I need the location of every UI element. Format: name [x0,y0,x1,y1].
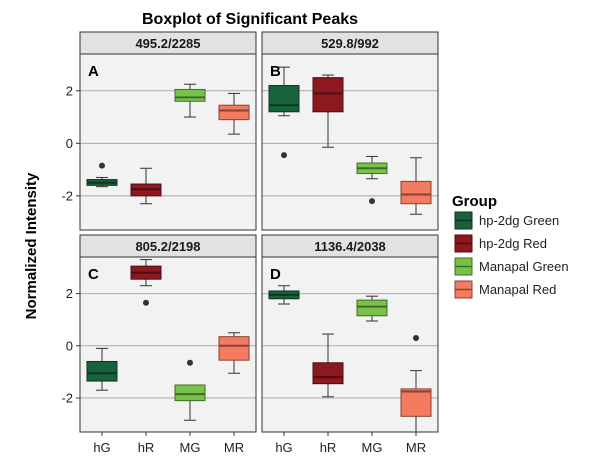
box-iqr [312,77,344,113]
panel-grid: 495.2/2285 A -2 0 2 529.8/992 B 805.2/2198 C -2 0 2… [61,31,439,433]
x-tick-label: MR [224,440,244,455]
outlier-point [413,334,419,341]
x-tick-label: hG [93,440,110,455]
y-tick-label: 2 [66,83,73,98]
box-hG [86,347,118,391]
box-MR [218,332,250,374]
panel-strip-label: 529.8/992 [321,36,379,51]
box-iqr [218,104,250,121]
x-tick-label: MR [406,440,426,455]
y-tick-label: -2 [61,391,73,406]
box-iqr [356,299,388,317]
box-hR [130,259,162,306]
box-hG [268,66,300,159]
box-iqr [268,85,300,113]
panel-tag: C [88,266,99,283]
y-tick-label: 2 [66,286,73,301]
legend-label: Manapal Red [479,282,556,297]
box-iqr [86,360,118,382]
x-tick-label: hR [320,440,337,455]
outlier-point [369,198,375,205]
legend-label: Manapal Green [479,259,569,274]
panel-tag: B [270,63,281,80]
box-MG [356,295,388,322]
box-iqr [174,384,206,402]
x-tick-label: hR [138,440,155,455]
legend: Group hp-2dg Green hp-2dg Red Manapal Gree… [452,193,569,299]
legend-title: Group [452,193,497,210]
chart-title: Boxplot of Significant Peaks [142,11,358,28]
outlier-point [99,162,105,169]
box-hR [312,74,344,148]
box-MR [400,157,432,215]
x-tick-label: MG [362,440,383,455]
y-tick-label: 0 [66,338,73,353]
box-iqr [218,336,250,361]
panel-border [261,53,439,231]
panel-border [79,53,257,231]
box-MG [174,359,206,421]
outlier-point [187,359,193,366]
box-MG [174,83,206,118]
panel-d: 1136.4/2038 D [261,234,439,433]
panel-border [79,256,257,433]
x-tick-label: hG [275,440,292,455]
panel-strip-label: 1136.4/2038 [314,239,386,254]
outlier-point [143,299,149,306]
panel-background [80,54,256,230]
box-hR [130,167,162,205]
panel-tag: D [270,266,281,283]
box-MG [356,155,388,205]
box-iqr [400,388,432,417]
panel-tag: A [88,63,99,80]
y-tick-label: 0 [66,136,73,151]
box-iqr [312,362,344,385]
box-iqr [400,180,432,205]
box-hR [312,333,344,398]
panel-b: 529.8/992 B [261,31,439,231]
panel-border [261,256,439,433]
box-iqr [174,88,206,102]
box-hG [268,285,300,305]
box-MR [218,92,250,135]
box-MR [400,334,432,433]
panel-c: 805.2/2198 C -2 0 2 [61,234,257,433]
y-axis-label: Normalized Intensity [23,172,40,319]
x-axis: hG hR MG MR hG hR MG MR [93,432,426,455]
legend-label: hp-2dg Red [479,236,547,251]
outlier-point [281,152,287,159]
panel-strip-label: 805.2/2198 [135,239,200,254]
panel-a: 495.2/2285 A -2 0 2 [61,31,257,231]
legend-label: hp-2dg Green [479,213,559,228]
panel-strip-label: 495.2/2285 [135,36,200,51]
y-tick-label: -2 [61,188,73,203]
x-tick-label: MG [180,440,201,455]
box-hG [86,162,118,188]
